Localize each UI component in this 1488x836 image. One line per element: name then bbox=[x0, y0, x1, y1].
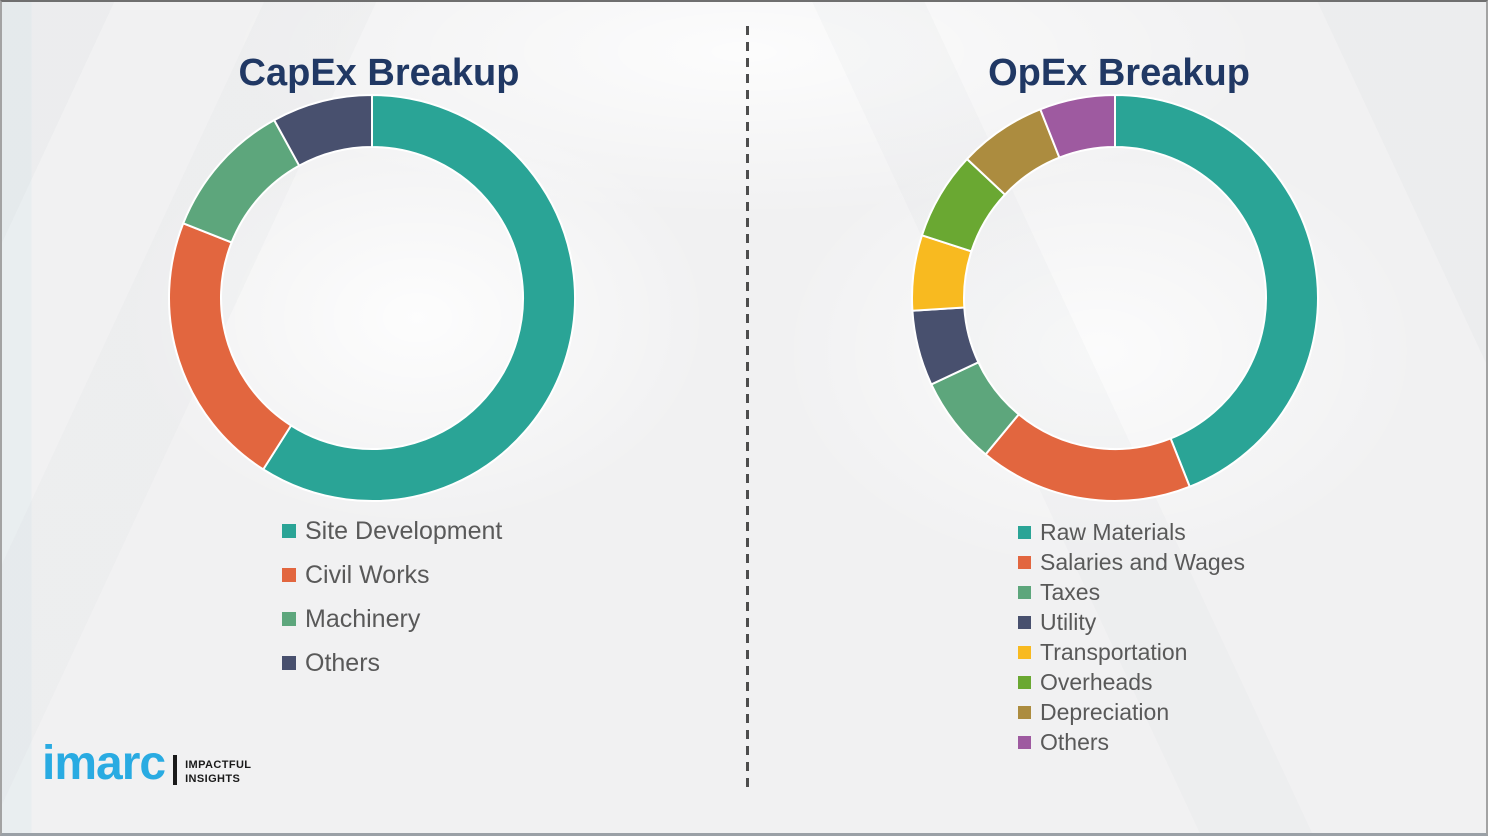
legend-label: Depreciation bbox=[1040, 698, 1170, 725]
legend-item: Depreciation bbox=[1018, 697, 1245, 727]
legend-item: Salaries and Wages bbox=[1018, 547, 1245, 577]
legend-swatch bbox=[1018, 645, 1031, 659]
donut-segment bbox=[261, 93, 576, 502]
imarc-logo-divider-bar bbox=[173, 755, 178, 785]
donut-segment bbox=[1038, 93, 1116, 159]
legend-item: Others bbox=[1018, 727, 1245, 757]
legend-swatch bbox=[1018, 705, 1031, 719]
legend-swatch bbox=[1018, 585, 1031, 599]
legend-label: Others bbox=[1040, 728, 1110, 755]
donut-segment bbox=[984, 412, 1192, 502]
legend-swatch bbox=[1018, 525, 1031, 539]
capex-donut-chart bbox=[168, 93, 576, 502]
legend-label: Overheads bbox=[1040, 668, 1153, 695]
imarc-logo-wordmark: imarc bbox=[42, 737, 166, 790]
legend-swatch bbox=[282, 612, 296, 626]
legend-label: Taxes bbox=[1040, 578, 1101, 605]
legend-swatch bbox=[282, 524, 296, 538]
legend-item: Others bbox=[282, 641, 502, 685]
imarc-logo: imarc IMPACTFUL INSIGHTS bbox=[42, 740, 251, 788]
donut-segment bbox=[168, 221, 293, 471]
capex-legend: Site Development Civil Works Machinery Othe… bbox=[282, 509, 502, 685]
imarc-tagline-line2: INSIGHTS bbox=[185, 772, 241, 785]
legend-item: Raw Materials bbox=[1018, 517, 1245, 547]
legend-item: Civil Works bbox=[282, 553, 502, 597]
legend-swatch bbox=[1018, 555, 1031, 569]
legend-swatch bbox=[282, 656, 296, 670]
opex-donut-chart bbox=[911, 93, 1319, 502]
legend-item: Utility bbox=[1018, 607, 1245, 637]
opex-chart-title: OpEx Breakup bbox=[988, 52, 1250, 95]
dashed-divider bbox=[746, 26, 749, 792]
imarc-logo-tagline: IMPACTFUL INSIGHTS bbox=[185, 759, 251, 785]
legend-swatch bbox=[1018, 615, 1031, 629]
legend-item: Taxes bbox=[1018, 577, 1245, 607]
opex-legend: Raw Materials Salaries and Wages Taxes Util… bbox=[1018, 517, 1245, 757]
legend-label: Machinery bbox=[305, 604, 421, 633]
legend-item: Site Development bbox=[282, 509, 502, 553]
capex-chart-title: CapEx Breakup bbox=[238, 52, 520, 95]
legend-item: Overheads bbox=[1018, 667, 1245, 697]
legend-item: Machinery bbox=[282, 597, 502, 641]
legend-label: Site Development bbox=[305, 516, 503, 545]
donut-segment bbox=[1114, 93, 1319, 489]
legend-label: Salaries and Wages bbox=[1040, 548, 1245, 575]
legend-swatch bbox=[282, 568, 296, 582]
legend-label: Transportation bbox=[1040, 638, 1188, 665]
donut-segment bbox=[181, 118, 301, 244]
legend-label: Others bbox=[305, 648, 381, 677]
legend-label: Utility bbox=[1040, 608, 1097, 635]
imarc-tagline-line1: IMPACTFUL bbox=[185, 758, 252, 771]
legend-label: Raw Materials bbox=[1040, 518, 1186, 545]
legend-item: Transportation bbox=[1018, 637, 1245, 667]
legend-swatch bbox=[1018, 675, 1031, 689]
legend-swatch bbox=[1018, 735, 1031, 749]
legend-label: Civil Works bbox=[305, 560, 430, 589]
donut-segment bbox=[272, 93, 373, 168]
